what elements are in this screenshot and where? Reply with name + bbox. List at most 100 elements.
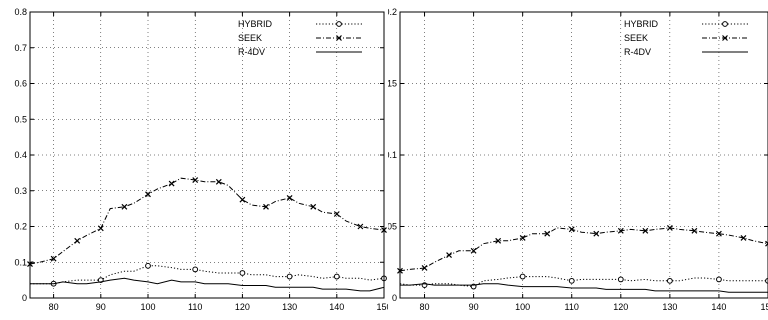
y-tick-label: 0.6 bbox=[14, 79, 27, 89]
legend-label-seek: SEEK bbox=[238, 33, 262, 43]
data-point-seek bbox=[192, 177, 199, 183]
data-point-seek bbox=[568, 226, 575, 233]
series-line-seek bbox=[29, 177, 385, 265]
x-tick-label: 80 bbox=[420, 302, 430, 312]
data-point-hybrid bbox=[617, 276, 624, 283]
plot-frame bbox=[29, 11, 385, 299]
data-point-seek bbox=[691, 227, 698, 234]
legend-label-r-4dv: R-4DV bbox=[624, 47, 651, 57]
x-marker-stroke bbox=[286, 194, 293, 201]
data-point-seek bbox=[310, 203, 317, 210]
x-tick-label: 140 bbox=[329, 302, 344, 312]
x-tick-label: 120 bbox=[235, 302, 250, 312]
x-marker-stroke bbox=[421, 265, 428, 271]
x-marker-stroke bbox=[519, 235, 526, 241]
series-group bbox=[397, 225, 768, 293]
data-point-seek bbox=[215, 178, 222, 185]
axes: 0 0.05 0.1 0.15 0.2 80 90 100 110 120 130 140 150 bbox=[388, 7, 768, 312]
x-tick-label: 130 bbox=[282, 302, 297, 312]
x-marker-stroke bbox=[765, 240, 768, 245]
x-marker-stroke bbox=[263, 203, 269, 210]
data-point-seek bbox=[765, 240, 768, 247]
series-line-hybrid bbox=[30, 265, 385, 285]
grid-lines bbox=[400, 12, 768, 298]
x-tick-label: 110 bbox=[188, 302, 202, 312]
legend: HYBRID SEEK R-4DV bbox=[624, 19, 748, 57]
data-point-seek bbox=[239, 196, 246, 203]
x-marker-stroke bbox=[239, 196, 246, 203]
x-marker-stroke bbox=[642, 227, 649, 234]
data-point-seek bbox=[263, 203, 269, 210]
x-marker-stroke bbox=[333, 211, 340, 217]
data-point-hybrid bbox=[519, 273, 526, 280]
x-marker-stroke bbox=[310, 203, 317, 210]
legend-marker-seek bbox=[722, 35, 728, 41]
data-point-hybrid bbox=[286, 273, 293, 280]
y-tick-label: 0.4 bbox=[14, 150, 27, 160]
x-tick-label: 90 bbox=[96, 302, 106, 312]
x-tick-label: 100 bbox=[140, 302, 155, 312]
x-marker-stroke bbox=[74, 237, 81, 244]
x-marker-stroke bbox=[716, 230, 722, 237]
y-tick-label: 0.1 bbox=[14, 257, 27, 267]
legend-label-seek: SEEK bbox=[624, 33, 648, 43]
data-point-seek bbox=[357, 223, 364, 230]
data-point-seek bbox=[446, 252, 452, 259]
x-marker-stroke bbox=[495, 237, 502, 244]
x-marker-stroke bbox=[168, 180, 175, 187]
data-point-seek bbox=[333, 211, 340, 217]
y-tick-label: 0.3 bbox=[14, 186, 27, 196]
x-marker-stroke bbox=[192, 177, 199, 183]
x-marker-stroke bbox=[145, 191, 151, 198]
data-point-hybrid bbox=[765, 277, 768, 284]
data-point-hybrid bbox=[716, 276, 722, 283]
data-point-seek bbox=[740, 235, 747, 241]
data-point-seek bbox=[74, 237, 81, 244]
data-point-hybrid bbox=[239, 270, 246, 276]
data-point-seek bbox=[121, 203, 128, 210]
x-marker-stroke bbox=[121, 203, 128, 210]
y-tick-label: 0.15 bbox=[388, 79, 397, 89]
data-point-seek bbox=[421, 265, 428, 271]
x-marker-stroke bbox=[50, 255, 57, 262]
x-tick-label: 90 bbox=[469, 302, 479, 312]
series-group bbox=[27, 177, 387, 292]
legend-marker-hybrid bbox=[336, 21, 342, 27]
data-point-seek bbox=[666, 225, 673, 231]
series-line-hybrid bbox=[399, 276, 768, 288]
right-chart: 0 0.05 0.1 0.15 0.2 80 90 100 110 120 130 140 150 HYB… bbox=[388, 7, 768, 312]
data-point-seek bbox=[544, 230, 551, 237]
data-point-seek bbox=[97, 225, 104, 232]
legend-label-hybrid: HYBRID bbox=[624, 19, 659, 29]
x-marker-stroke bbox=[544, 230, 551, 237]
x-marker-stroke bbox=[691, 227, 698, 234]
x-marker-stroke bbox=[357, 223, 364, 230]
data-point-seek bbox=[470, 247, 477, 254]
data-point-seek bbox=[617, 227, 624, 234]
left-chart: 0 0.1 0.2 0.3 0.4 0.5 0.6 0.7 0.8 80 90 100 110 120 13… bbox=[14, 7, 388, 312]
data-point-hybrid bbox=[145, 262, 151, 269]
legend: HYBRID SEEK R-4DV bbox=[238, 19, 362, 57]
x-marker-stroke bbox=[97, 225, 104, 232]
x-marker-stroke bbox=[446, 252, 452, 259]
x-marker-stroke bbox=[666, 225, 673, 231]
legend-label-r-4dv: R-4DV bbox=[238, 47, 265, 57]
x-marker-stroke bbox=[593, 230, 600, 237]
x-marker-stroke bbox=[617, 227, 624, 234]
grid-lines bbox=[30, 12, 384, 298]
plot-frame bbox=[399, 11, 768, 299]
legend-marker-hybrid bbox=[722, 21, 728, 27]
legend-marker-seek bbox=[336, 35, 342, 41]
x-marker-stroke bbox=[740, 235, 747, 241]
x-tick-label: 150 bbox=[376, 302, 388, 312]
x-tick-label: 80 bbox=[49, 302, 59, 312]
series-line-r-4dv bbox=[30, 277, 385, 292]
x-marker-stroke bbox=[722, 35, 728, 41]
x-marker-stroke bbox=[568, 226, 575, 233]
data-point-seek bbox=[50, 255, 57, 262]
x-tick-label: 110 bbox=[565, 302, 579, 312]
x-tick-label: 140 bbox=[711, 302, 726, 312]
y-tick-label: 0.5 bbox=[14, 114, 27, 124]
data-point-hybrid bbox=[192, 266, 199, 273]
